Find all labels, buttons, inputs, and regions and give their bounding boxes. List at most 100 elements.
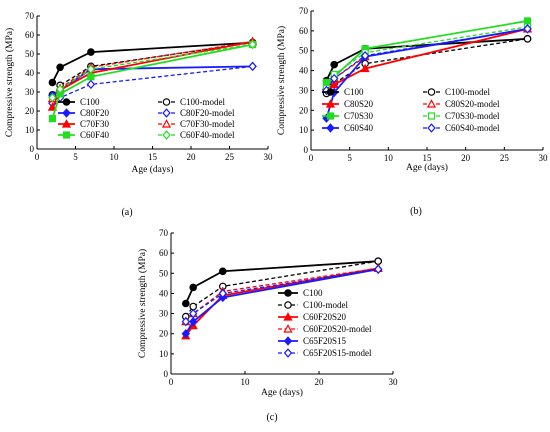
data-point-c60s40-model — [360, 50, 370, 61]
x-tick-label: 0 — [35, 152, 40, 162]
y-tick-label: 60 — [25, 30, 35, 40]
legend-entry-c60f40-model: C60F40-model — [180, 130, 235, 140]
x-axis-label: Age (days) — [406, 162, 448, 173]
legend-swatch-marker — [283, 324, 293, 333]
legend-entry-c60f20s20: C60F20S20 — [303, 312, 347, 322]
x-tick-label: 5 — [347, 153, 352, 163]
legend-swatch-marker — [161, 119, 172, 128]
legend-entry-c70s30-model: C70S30-model — [445, 111, 500, 121]
legend-entry-c100: C100 — [303, 288, 323, 298]
x-tick-label: 30 — [539, 153, 549, 163]
y-tick-label: 60 — [299, 26, 309, 36]
legend-swatch-marker — [62, 131, 71, 139]
series-line-c100 — [184, 260, 379, 304]
series-line-c60f20s20-model — [185, 267, 379, 323]
y-tick-label: 30 — [25, 87, 35, 97]
legend-entry-c100-model: C100-model — [303, 300, 348, 310]
series-c80f20 — [48, 61, 257, 101]
y-tick-label: 20 — [299, 105, 309, 115]
legend-entry-c80f20-model: C80F20-model — [180, 108, 235, 118]
series-line-c60f40-model — [51, 43, 253, 99]
legend-entry-c80s20-model: C80S20-model — [445, 99, 500, 109]
y-tick-label: 40 — [299, 66, 309, 76]
y-tick-label: 0 — [164, 369, 169, 379]
data-point-c60f40-model — [48, 93, 57, 103]
y-tick-label: 50 — [159, 268, 169, 278]
y-tick-label: 10 — [159, 349, 169, 359]
x-tick-label: 0 — [169, 377, 174, 387]
legend-swatch-marker — [162, 130, 171, 140]
y-tick-label: 70 — [159, 228, 169, 238]
panel-label: (b) — [410, 206, 422, 217]
legend-swatch-marker — [325, 99, 336, 108]
series-line-c60f40 — [51, 43, 253, 119]
data-point-c100-model — [523, 34, 532, 43]
series-line-c100-model — [325, 38, 528, 94]
series-line-c80s20 — [326, 27, 528, 90]
x-tick-label: 5 — [73, 152, 78, 162]
y-tick-label: 70 — [25, 11, 35, 21]
data-point-c65f20s15-model — [373, 264, 383, 274]
x-tick-label: 15 — [148, 152, 158, 162]
data-point-c80f20-model — [248, 61, 257, 72]
data-point-c60f40-model — [86, 64, 96, 74]
legend-entry-c60s40: C60S40 — [344, 123, 374, 133]
legend-swatch-marker — [427, 123, 436, 133]
chart-panel-b: 0 10 20 30 40 50 60 70 0 5 10 15 20 25 30 Age (days) Com… — [276, 6, 548, 217]
data-point-c100 — [219, 267, 227, 276]
x-tick-label: 15 — [423, 153, 433, 163]
x-tick-label: 0 — [309, 153, 314, 163]
data-point-c70s30 — [322, 78, 331, 87]
series-line-c70f30 — [51, 40, 253, 108]
legend-swatch-marker — [162, 98, 171, 106]
legend-swatch-marker — [426, 99, 437, 108]
data-point-c60s40-model — [523, 24, 532, 34]
legend-entry-c70s30: C70S30 — [344, 111, 374, 121]
legend-entry-c100: C100 — [344, 87, 364, 97]
legend-swatch-marker — [284, 289, 292, 297]
data-point-c65f20s15-model — [218, 288, 228, 299]
series-line-c70s30-model — [325, 26, 528, 89]
legend-swatch-marker — [62, 98, 71, 106]
series-line-c70s30 — [325, 20, 528, 84]
legend-entry-c100-model: C100-model — [445, 87, 490, 97]
data-point-c100 — [56, 63, 64, 72]
legend-swatch-marker — [284, 301, 292, 309]
legend-swatch-marker — [326, 88, 335, 96]
data-point-c60f40 — [87, 73, 95, 81]
data-point-c80f20-model — [86, 79, 96, 90]
legend-swatch-marker — [61, 119, 72, 128]
y-tick-label: 50 — [299, 46, 309, 56]
legend-entry-c65f20s15: C65F20S15 — [303, 336, 347, 346]
data-point-c65f20s15-model — [181, 316, 191, 327]
legend-swatch-marker — [283, 348, 293, 358]
y-tick-label: 10 — [299, 125, 309, 135]
y-tick-label: 40 — [25, 68, 35, 78]
data-point-c60f40 — [48, 114, 57, 123]
y-tick-label: 40 — [159, 288, 169, 298]
data-point-c65f20s15-model — [188, 308, 198, 319]
x-tick-label: 30 — [264, 152, 274, 162]
series-line-c100 — [325, 37, 528, 81]
x-tick-label: 10 — [110, 152, 120, 162]
legend-entry-c80f20: C80F20 — [80, 108, 110, 118]
y-axis-label: Compressive strength (MPa) — [4, 28, 15, 137]
y-tick-label: 70 — [299, 6, 309, 16]
data-point-c100 — [330, 60, 339, 69]
legend-entry-c65f20s15-model: C65F20S15-model — [303, 348, 372, 358]
legend: C100 C100-model C80S20 C80S20-model C70S30 C7… — [322, 87, 500, 133]
data-point-c80s20 — [360, 63, 370, 73]
data-point-c70s30 — [523, 17, 532, 25]
y-axis-label: Compressive strength (MPa) — [137, 249, 148, 358]
y-tick-label: 20 — [25, 106, 35, 116]
legend-entry-c60s40-model: C60S40-model — [445, 123, 500, 133]
data-point-c60f40-model — [248, 39, 257, 50]
series-line-c100-model — [185, 260, 379, 317]
y-tick-label: 60 — [159, 248, 169, 258]
data-point-c70f30 — [47, 102, 58, 111]
legend-swatch-marker — [62, 108, 71, 118]
series-c100-model — [182, 257, 383, 321]
legend-swatch-marker — [283, 312, 293, 321]
data-point-c100 — [189, 283, 198, 292]
